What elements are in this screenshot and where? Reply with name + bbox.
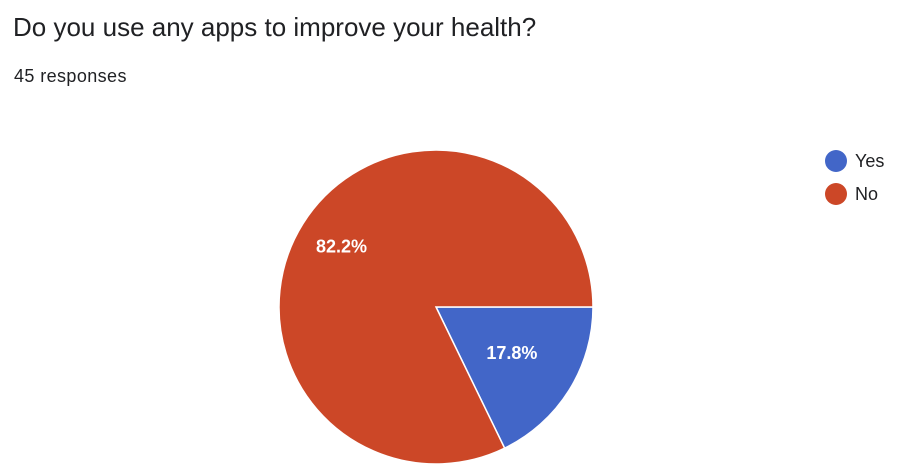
pie-slices — [278, 149, 594, 465]
pie-label-yes: 17.8% — [486, 343, 537, 363]
pie-slice-no[interactable] — [278, 149, 594, 465]
page-title: Do you use any apps to improve your heal… — [13, 12, 537, 42]
pie-slice-yes[interactable] — [434, 306, 594, 450]
legend-label-no: No — [855, 183, 879, 204]
legend-swatch-no — [825, 182, 847, 205]
response-count: 45 responses — [14, 66, 127, 86]
pie-label-no: 82.2% — [316, 237, 367, 257]
pie-labels: 17.8% 82.2% — [316, 237, 537, 364]
legend-label-yes: Yes — [855, 150, 885, 171]
legend-item-no[interactable]: No — [825, 182, 884, 205]
legend-swatch-yes — [825, 149, 847, 172]
chart-legend: Yes No — [825, 149, 884, 215]
legend-item-yes[interactable]: Yes — [825, 149, 884, 172]
